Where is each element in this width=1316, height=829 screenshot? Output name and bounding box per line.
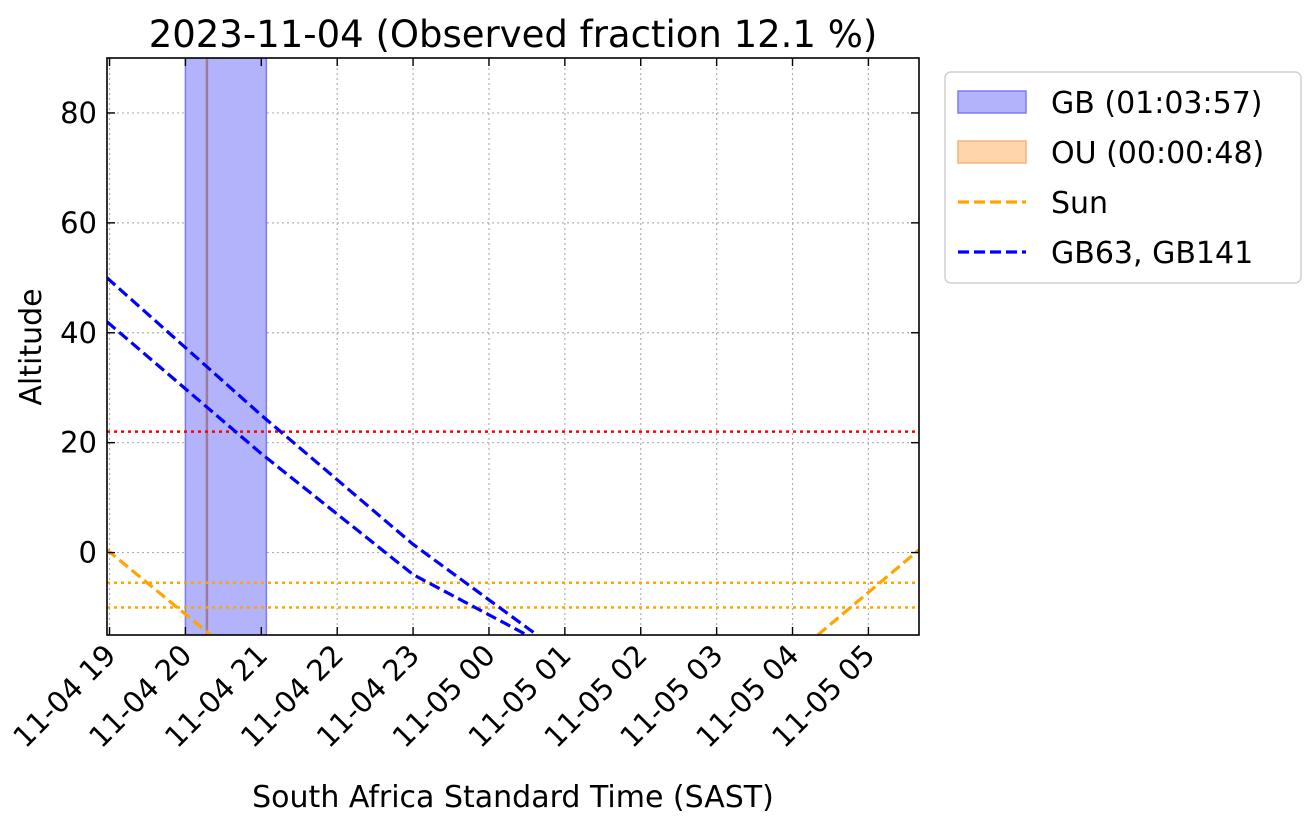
legend-label: Sun (1051, 186, 1108, 221)
legend-label: OU (00:00:48) (1051, 136, 1264, 171)
y-tick-label: 20 (60, 426, 97, 460)
observed-span-gb (184, 58, 268, 635)
legend-box (944, 71, 1302, 284)
sun-altitude-line (107, 548, 212, 635)
y-tick-label: 40 (60, 316, 97, 350)
chart-title: 2023-11-04 (Observed fraction 12.1 %) (149, 13, 878, 56)
reference-line-layer (107, 430, 919, 609)
y-tick-label: 0 (79, 536, 97, 570)
x-axis-label: South Africa Standard Time (SAST) (252, 780, 774, 815)
legend-label: GB (01:03:57) (1051, 86, 1263, 121)
y-tick-label: 80 (60, 96, 97, 130)
legend-swatch (957, 90, 1027, 114)
legend-label: GB63, GB141 (1051, 236, 1253, 271)
legend: GB (01:03:57) OU (00:00:48) Sun GB63, GB141 (944, 71, 1302, 284)
y-axis-label: Altitude (14, 288, 49, 405)
target-altitude-line (107, 320, 528, 635)
series-layer (107, 276, 919, 635)
sun-altitude-line (816, 548, 919, 635)
plot-frame (106, 57, 920, 636)
legend-swatch (957, 140, 1027, 164)
y-tick-label: 60 (60, 206, 97, 240)
shaded-span-layer (184, 58, 268, 635)
target-altitude-line (107, 276, 538, 635)
